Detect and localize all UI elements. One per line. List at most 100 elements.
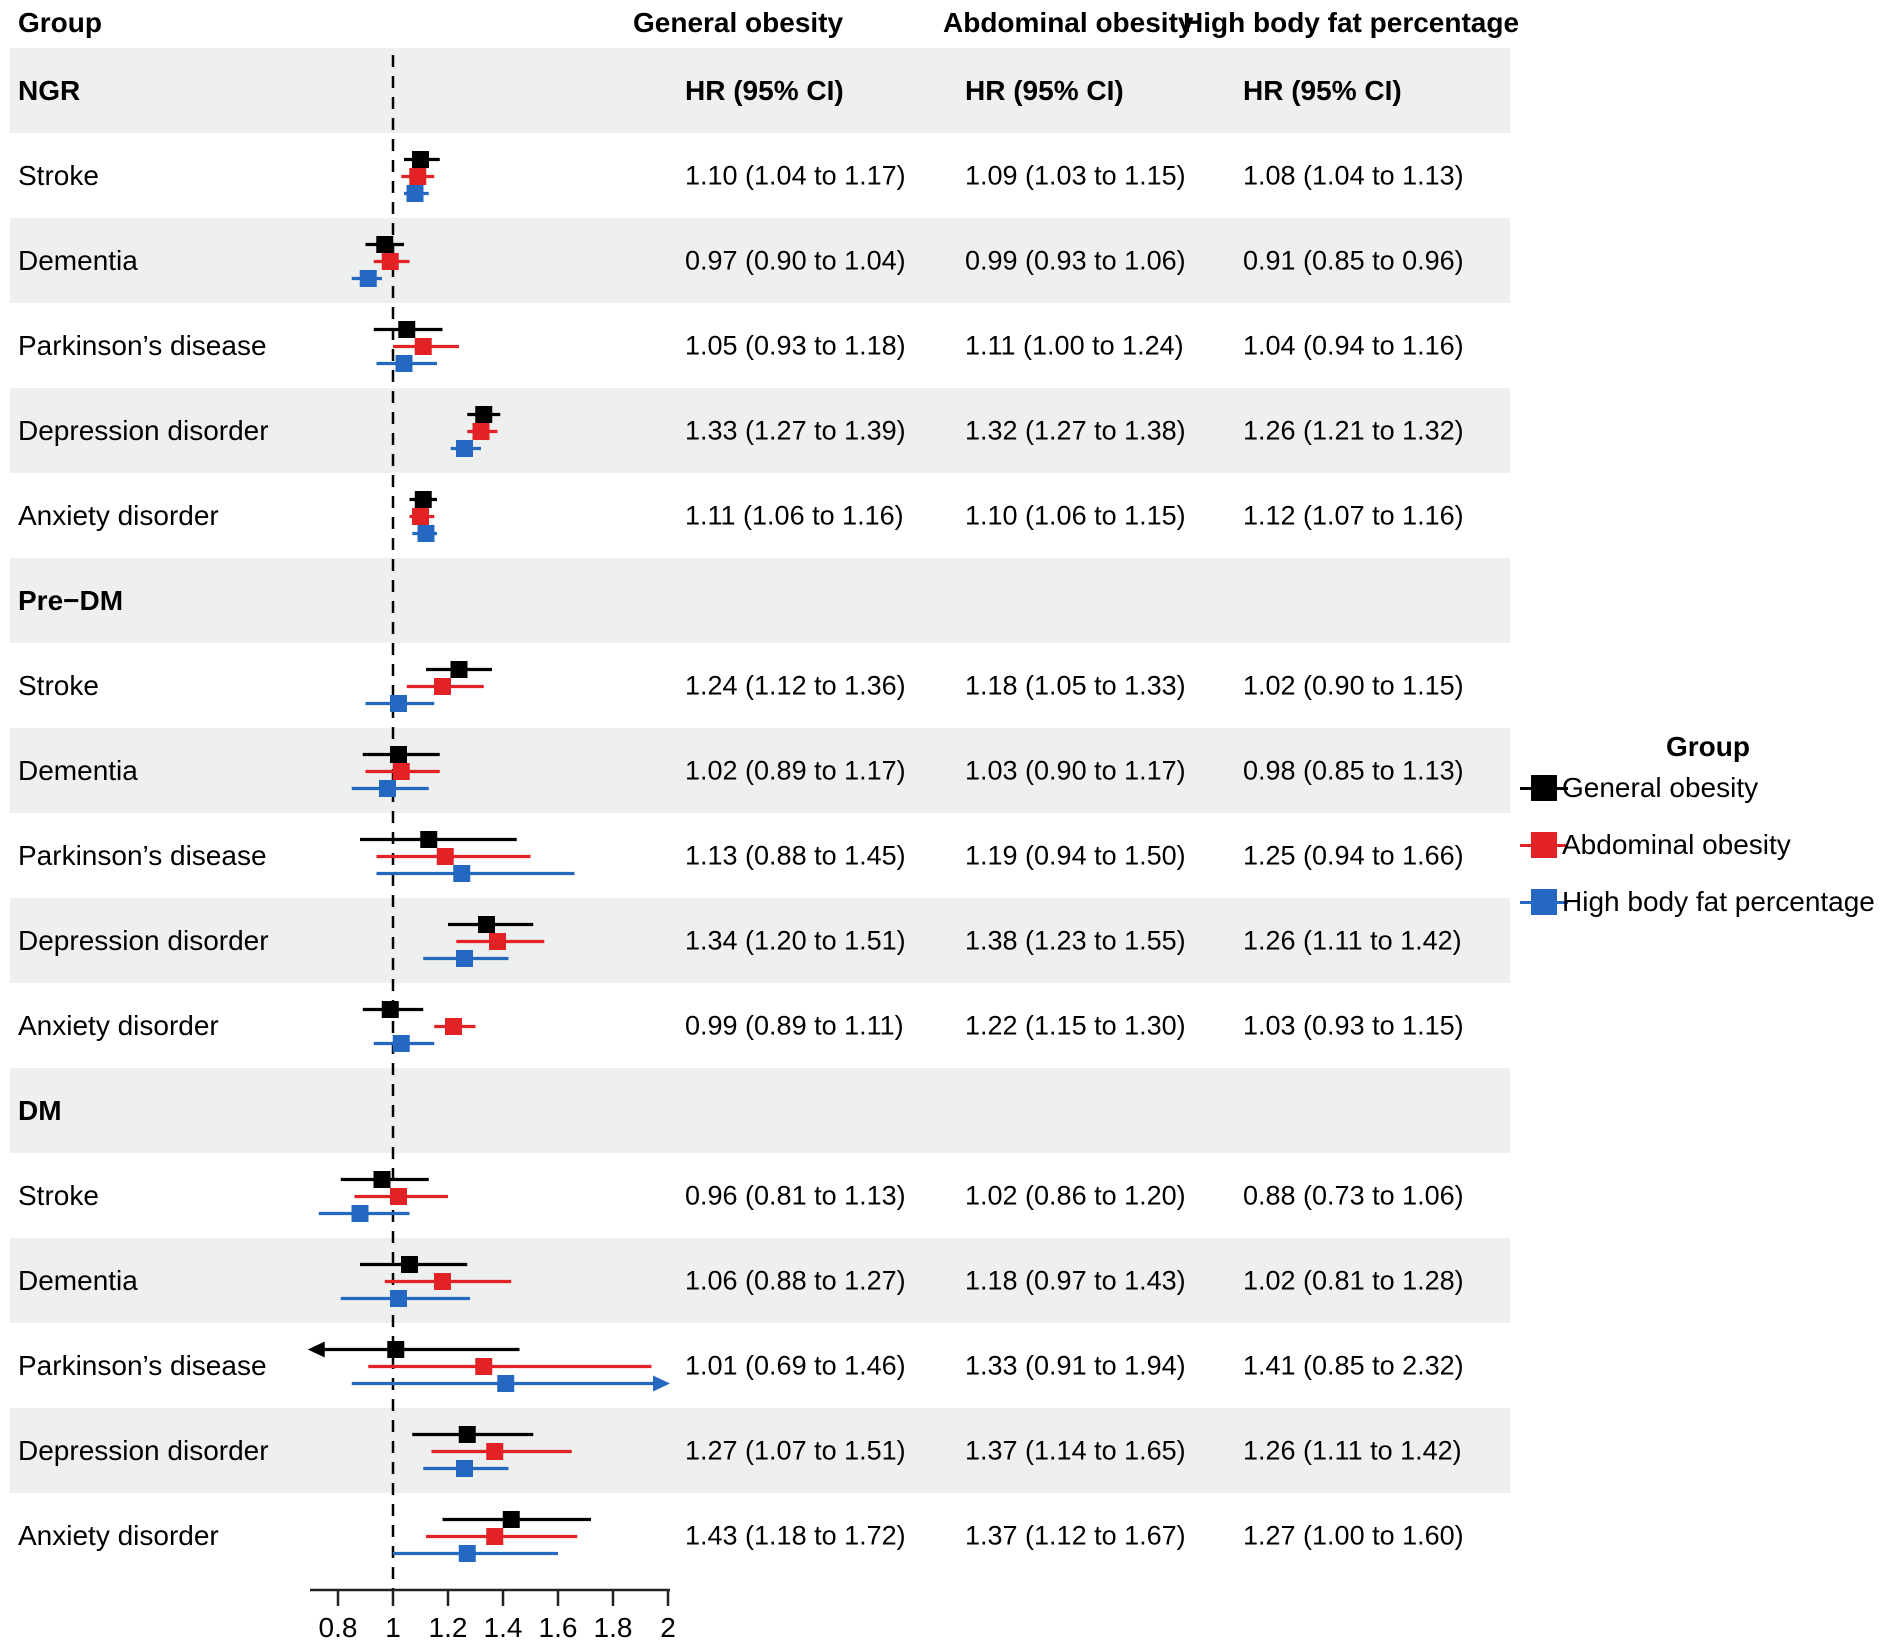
legend-label-general-obesity: General obesity [1562, 772, 1759, 803]
row-label: Dementia [18, 244, 138, 276]
hr-ci-value: 1.24 (1.12 to 1.36) [685, 670, 906, 700]
ci-marker-abdominal-obesity [467, 423, 498, 440]
row-label: Stroke [18, 669, 99, 701]
hr-ci-value: 1.27 (1.00 to 1.60) [1243, 1520, 1464, 1550]
ci-marker-high-body-fat [376, 355, 437, 372]
ci-marker-general-obesity [360, 831, 517, 848]
hr-ci-value: 1.02 (0.81 to 1.28) [1243, 1265, 1464, 1295]
legend-swatch-abdominal-obesity [1520, 831, 1568, 859]
ci-marker-general-obesity [362, 1001, 424, 1018]
row-label: Dementia [18, 754, 138, 786]
hr-ci-value: 1.43 (1.18 to 1.72) [685, 1520, 906, 1550]
hr-ci-value: 1.18 (0.97 to 1.43) [965, 1265, 1186, 1295]
ci-marker-general-obesity [360, 1256, 468, 1273]
hr-ci-value: 1.06 (0.88 to 1.27) [685, 1265, 906, 1295]
row-label: Parkinson’s disease [18, 839, 267, 871]
row-label: Dementia [18, 1264, 138, 1296]
hr-ci-value: 1.37 (1.14 to 1.65) [965, 1435, 1186, 1465]
ci-marker-general-obesity [409, 491, 437, 508]
hr-ci-column-header: HR (95% CI) [685, 74, 844, 106]
ci-marker-general-obesity [448, 916, 534, 933]
x-axis-tick-label: 1 [385, 1612, 401, 1643]
ci-marker-high-body-fat [318, 1205, 410, 1222]
ci-marker-high-body-fat [340, 1290, 470, 1307]
ci-marker-abdominal-obesity [456, 933, 545, 950]
hr-ci-value: 1.01 (0.69 to 1.46) [685, 1350, 906, 1380]
hr-ci-value: 1.09 (1.03 to 1.15) [965, 160, 1186, 190]
row-label: Anxiety disorder [18, 1519, 219, 1551]
ci-marker-abdominal-obesity [365, 763, 440, 780]
row-stripe [10, 1068, 1510, 1153]
hr-ci-value: 1.08 (1.04 to 1.13) [1243, 160, 1464, 190]
ci-marker-general-obesity [404, 151, 440, 168]
x-axis-tick-label: 2 [660, 1612, 676, 1643]
ci-marker-abdominal-obesity [354, 1188, 448, 1205]
ci-marker-abdominal-obesity [426, 1528, 578, 1545]
hr-ci-value: 1.22 (1.15 to 1.30) [965, 1010, 1186, 1040]
ci-marker-abdominal-obesity [373, 253, 410, 270]
ci-marker-general-obesity [340, 1171, 429, 1188]
ci-marker-general-obesity [362, 746, 440, 763]
hr-ci-value: 1.02 (0.90 to 1.15) [1243, 670, 1464, 700]
legend-label-abdominal-obesity: Abdominal obesity [1562, 829, 1791, 860]
hr-ci-value: 1.11 (1.06 to 1.16) [685, 500, 904, 530]
hr-ci-value: 1.37 (1.12 to 1.67) [965, 1520, 1186, 1550]
hr-ci-value: 1.02 (0.86 to 1.20) [965, 1180, 1186, 1210]
row-stripe [10, 558, 1510, 643]
ci-marker-high-body-fat [373, 1035, 435, 1052]
ci-marker-abdominal-obesity [368, 1358, 652, 1375]
row-label: Depression disorder [18, 1434, 269, 1466]
hr-ci-value: 1.34 (1.20 to 1.51) [685, 925, 906, 955]
hr-ci-value: 1.12 (1.07 to 1.16) [1243, 500, 1464, 530]
row-stripe [10, 1408, 1510, 1493]
hr-ci-value: 1.19 (0.94 to 1.50) [965, 840, 1186, 870]
ci-marker-general-obesity [307, 1341, 520, 1358]
hr-ci-value: 0.97 (0.90 to 1.04) [685, 245, 906, 275]
ci-marker-high-body-fat [450, 440, 481, 457]
column-header-abdominal-obesity: Abdominal obesity [943, 7, 1194, 38]
row-label: Parkinson’s disease [18, 329, 267, 361]
hr-ci-value: 1.10 (1.04 to 1.17) [685, 160, 906, 190]
x-axis-tick-label: 0.8 [318, 1612, 358, 1643]
ci-marker-abdominal-obesity [401, 168, 435, 185]
ci-marker-high-body-fat [351, 270, 382, 287]
row-stripe [10, 1238, 1510, 1323]
ci-marker-high-body-fat [351, 780, 429, 797]
hr-ci-value: 1.25 (0.94 to 1.66) [1243, 840, 1464, 870]
row-stripe [10, 218, 1510, 303]
row-label: Anxiety disorder [18, 1009, 219, 1041]
column-header-high-body-fat: High body fat percentage [1183, 7, 1520, 38]
ci-marker-abdominal-obesity [409, 508, 435, 525]
x-axis-tick-label: 1.8 [593, 1612, 633, 1643]
hr-ci-value: 1.05 (0.93 to 1.18) [685, 330, 906, 360]
ci-marker-high-body-fat [393, 1545, 558, 1562]
ci-marker-general-obesity [467, 406, 501, 423]
hr-ci-value: 1.26 (1.11 to 1.42) [1243, 1435, 1462, 1465]
hr-ci-value: 1.10 (1.06 to 1.15) [965, 500, 1186, 530]
x-axis-tick-label: 1.6 [538, 1612, 578, 1643]
x-axis-tick-label: 1.2 [428, 1612, 468, 1643]
legend-title: Group [1666, 731, 1750, 762]
hr-ci-value: 1.33 (1.27 to 1.39) [685, 415, 906, 445]
hr-ci-value: 1.03 (0.93 to 1.15) [1243, 1010, 1464, 1040]
hr-ci-value: 1.38 (1.23 to 1.55) [965, 925, 1186, 955]
ci-marker-high-body-fat [423, 1460, 509, 1477]
ci-marker-abdominal-obesity [393, 338, 459, 355]
row-label: Stroke [18, 1179, 99, 1211]
legend-label-high-body-fat: High body fat percentage [1562, 886, 1875, 917]
hr-ci-value: 1.26 (1.21 to 1.32) [1243, 415, 1464, 445]
legend-swatch-general-obesity [1520, 774, 1568, 802]
hr-ci-value: 0.99 (0.93 to 1.06) [965, 245, 1186, 275]
column-header-general-obesity: General obesity [633, 7, 844, 38]
row-label: Stroke [18, 159, 99, 191]
hr-ci-value: 0.98 (0.85 to 1.13) [1243, 755, 1464, 785]
ci-marker-general-obesity [442, 1511, 591, 1528]
ci-marker-general-obesity [426, 661, 492, 678]
legend-swatch-high-body-fat [1520, 888, 1568, 916]
section-label-ngr: NGR [18, 74, 81, 106]
ci-marker-high-body-fat [376, 865, 575, 882]
hr-ci-value: 1.02 (0.89 to 1.17) [685, 755, 906, 785]
ci-marker-general-obesity [373, 321, 443, 338]
hr-ci-value: 0.91 (0.85 to 0.96) [1243, 245, 1464, 275]
row-stripe [10, 388, 1510, 473]
